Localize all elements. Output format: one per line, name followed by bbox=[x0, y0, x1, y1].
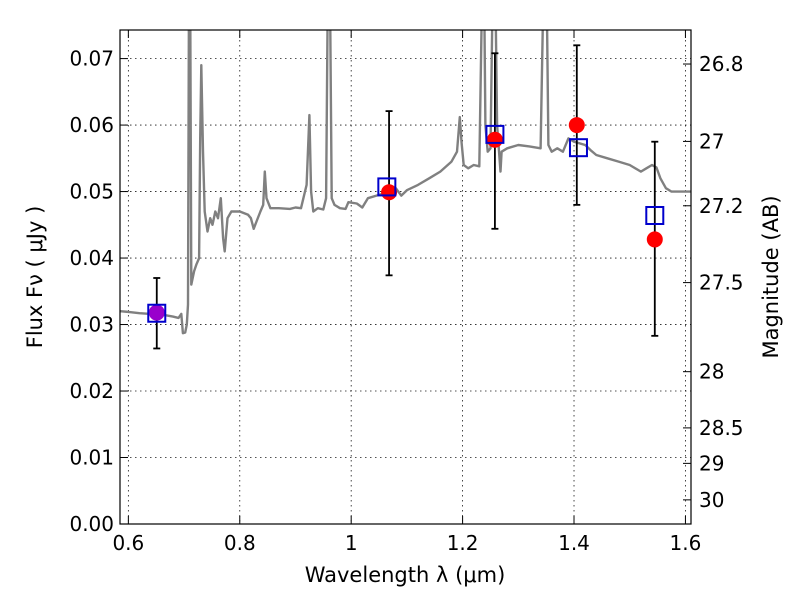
y-tick-label: 0.05 bbox=[69, 180, 114, 204]
y-tick-label: 0.01 bbox=[69, 446, 114, 470]
model-point bbox=[568, 138, 588, 158]
y-tick-label: 0.00 bbox=[69, 512, 114, 536]
magnitude-axis-label: Magnitude (AB) bbox=[759, 195, 783, 358]
magnitude-tick-label: 26.8 bbox=[699, 52, 744, 76]
plot-background bbox=[120, 30, 691, 524]
magnitude-tick-label: 28.5 bbox=[699, 416, 744, 440]
y-axis-label: Flux Fν ( μJy ) bbox=[23, 206, 47, 349]
magnitude-tick-label: 27 bbox=[699, 129, 724, 153]
x-axis-label: Wavelength λ (μm) bbox=[305, 563, 506, 587]
magnitude-tick-label: 28 bbox=[699, 360, 724, 384]
spectrum-line bbox=[120, 30, 691, 335]
model-point bbox=[645, 205, 665, 225]
plot-frame bbox=[119, 29, 692, 525]
x-tick-label: 1.2 bbox=[447, 531, 479, 555]
observed-point bbox=[486, 131, 503, 148]
x-tick-label: 1.4 bbox=[558, 531, 590, 555]
observed-point bbox=[568, 117, 585, 134]
magnitude-tick-label: 30 bbox=[699, 488, 724, 512]
y-tick-label: 0.03 bbox=[69, 313, 114, 337]
ticks bbox=[120, 30, 691, 525]
data-series bbox=[120, 30, 691, 335]
model-point bbox=[147, 303, 167, 323]
magnitude-tick-label: 27.5 bbox=[699, 271, 744, 295]
model-point bbox=[485, 124, 505, 144]
y-tick-label: 0.04 bbox=[69, 246, 114, 270]
magnitude-tick-label: 27.2 bbox=[699, 194, 744, 218]
observed-point bbox=[646, 231, 663, 248]
magnitude-tick-label: 29 bbox=[699, 451, 724, 475]
observed-point bbox=[148, 304, 165, 321]
x-tick-label: 1 bbox=[345, 531, 358, 555]
x-tick-label: 1.6 bbox=[670, 531, 702, 555]
tick-labels: 0.6 0.8 1 1.2 1.4 1.6 0.00 0.01 0.02 0.03 0.04 0.05… bbox=[69, 47, 743, 555]
x-tick-label: 0.8 bbox=[224, 531, 256, 555]
y-tick-label: 0.07 bbox=[69, 47, 114, 71]
x-tick-label: 0.6 bbox=[112, 531, 144, 555]
y-tick-label: 0.02 bbox=[69, 379, 114, 403]
y-tick-label: 0.06 bbox=[69, 113, 114, 137]
model-point bbox=[377, 177, 397, 197]
error-bars bbox=[147, 44, 665, 350]
